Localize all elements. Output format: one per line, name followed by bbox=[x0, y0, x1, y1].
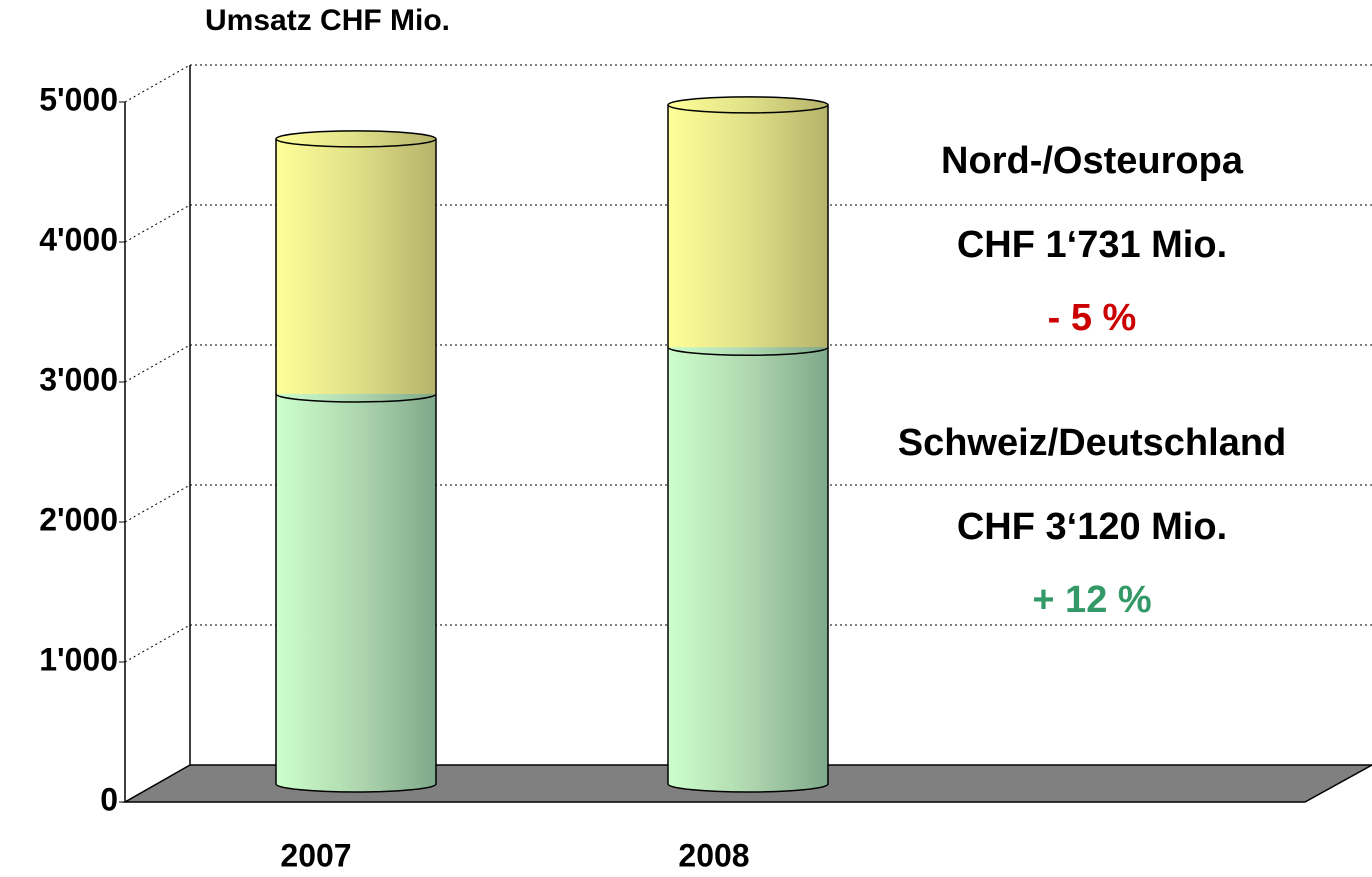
cylinder-segment bbox=[275, 130, 437, 394]
cylinder-body bbox=[276, 393, 436, 784]
y-tick-label: 1'000 bbox=[39, 641, 118, 677]
y-tick-label: 2'000 bbox=[39, 501, 118, 537]
cylinder-body bbox=[668, 104, 828, 348]
cylinder-segment bbox=[667, 338, 829, 793]
annotation: CHF 3‘120 Mio. bbox=[957, 506, 1227, 548]
y-tick-label: 0 bbox=[100, 781, 118, 817]
grid-line bbox=[124, 624, 191, 663]
grid-line bbox=[124, 484, 191, 523]
x-tick-label: 2008 bbox=[678, 837, 749, 873]
annotation: CHF 1‘731 Mio. bbox=[957, 224, 1227, 266]
grid-line bbox=[124, 344, 191, 383]
y-tick-label: 4'000 bbox=[39, 221, 118, 257]
cylinder-body bbox=[276, 138, 436, 394]
x-tick-label: 2007 bbox=[280, 837, 351, 873]
chart-title: Umsatz CHF Mio. bbox=[205, 4, 450, 37]
cylinder-segment bbox=[275, 385, 437, 793]
cylinder-top bbox=[667, 96, 829, 114]
legend-label: Nord-/Osteuropa bbox=[941, 140, 1244, 182]
y-tick-label: 5'000 bbox=[39, 81, 118, 117]
annotation: + 12 % bbox=[1032, 579, 1151, 621]
y-tick-label: 3'000 bbox=[39, 361, 118, 397]
grid-line bbox=[124, 64, 191, 103]
cylinder-top bbox=[275, 130, 437, 148]
annotation: - 5 % bbox=[1048, 297, 1137, 339]
cylinder-body bbox=[668, 347, 828, 784]
grid-line bbox=[124, 204, 191, 243]
cylinder-segment bbox=[667, 96, 829, 348]
legend-label: Schweiz/Deutschland bbox=[898, 422, 1287, 464]
